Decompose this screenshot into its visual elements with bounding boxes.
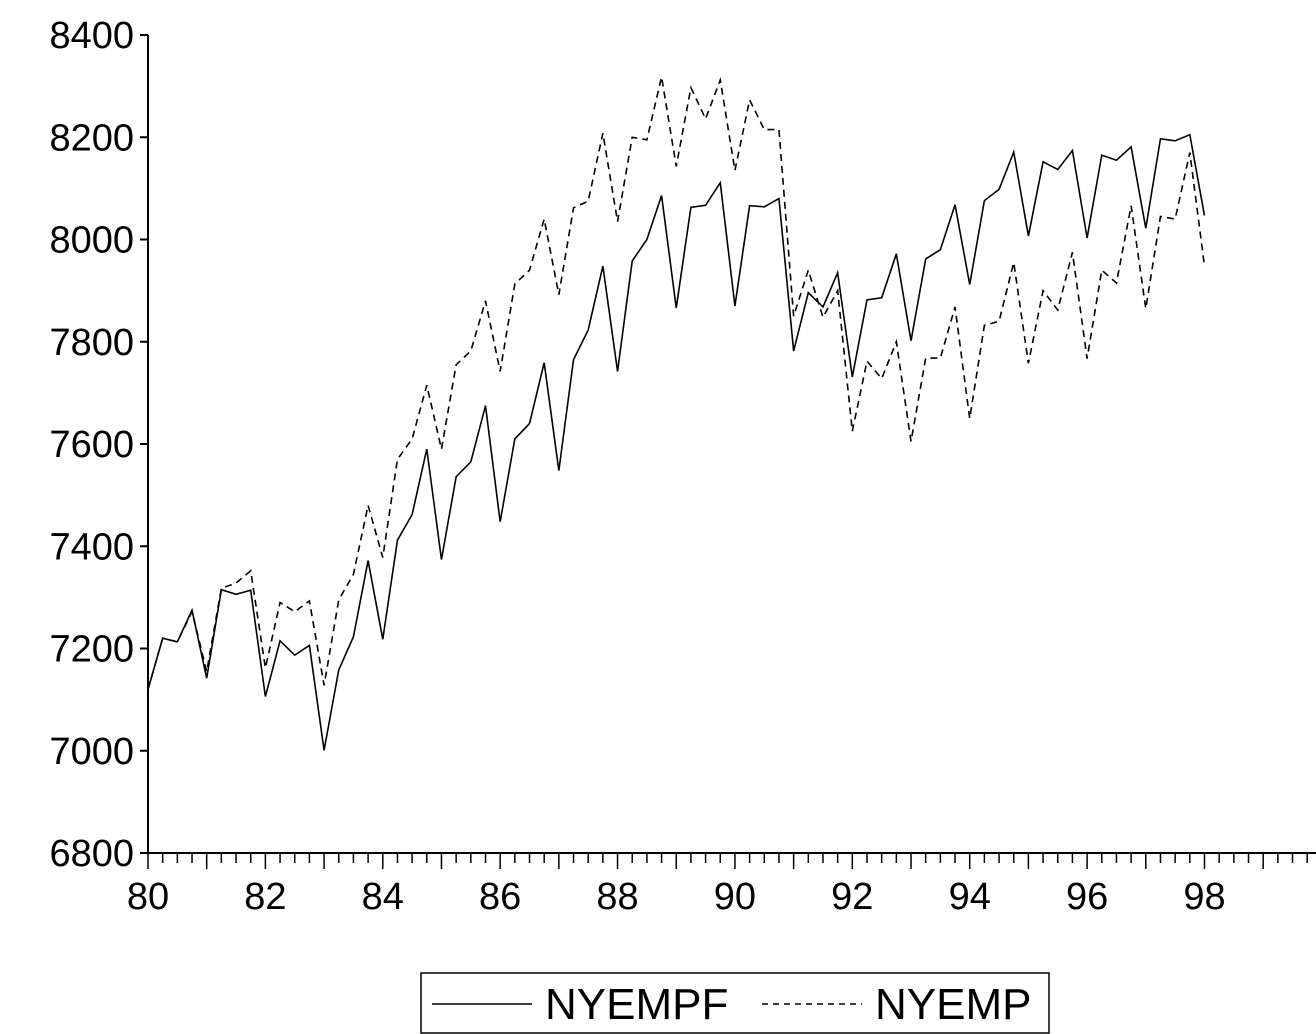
x-tick-label: 86 [479, 876, 521, 918]
y-tick-label: 7800 [49, 322, 134, 364]
y-tick-label: 7200 [49, 629, 134, 671]
x-tick-label: 98 [1183, 876, 1225, 918]
x-tick-label: 96 [1066, 876, 1108, 918]
x-tick-label: 80 [127, 876, 169, 918]
y-tick-label: 6800 [49, 833, 134, 875]
series-line-nyemp [147, 76, 1206, 690]
legend-label-nyempf: NYEMPF [545, 980, 728, 1029]
y-tick-label: 7600 [49, 424, 134, 466]
legend-box [420, 972, 1050, 1034]
y-tick-label: 8400 [49, 15, 134, 57]
legend: NYEMPF NYEMP [420, 972, 1050, 1034]
y-tick-label: 8000 [49, 220, 134, 262]
axes: 6800 7000 7200 7400 7600 7800 8000 8200 8400 80 82… [49, 15, 1316, 918]
x-tick-label: 84 [362, 876, 404, 918]
series-layer [147, 76, 1206, 751]
legend-label-nyemp: NYEMP [875, 980, 1031, 1029]
x-tick-label: 94 [949, 876, 991, 918]
y-tick-label: 7000 [49, 731, 134, 773]
y-tick-label: 8200 [49, 117, 134, 159]
y-tick-label: 7400 [49, 526, 134, 568]
series-line-nyempf [147, 133, 1206, 751]
x-tick-label: 82 [244, 876, 286, 918]
x-tick-label: 92 [831, 876, 873, 918]
x-tick-label: 88 [596, 876, 638, 918]
x-tick-label: 90 [714, 876, 756, 918]
